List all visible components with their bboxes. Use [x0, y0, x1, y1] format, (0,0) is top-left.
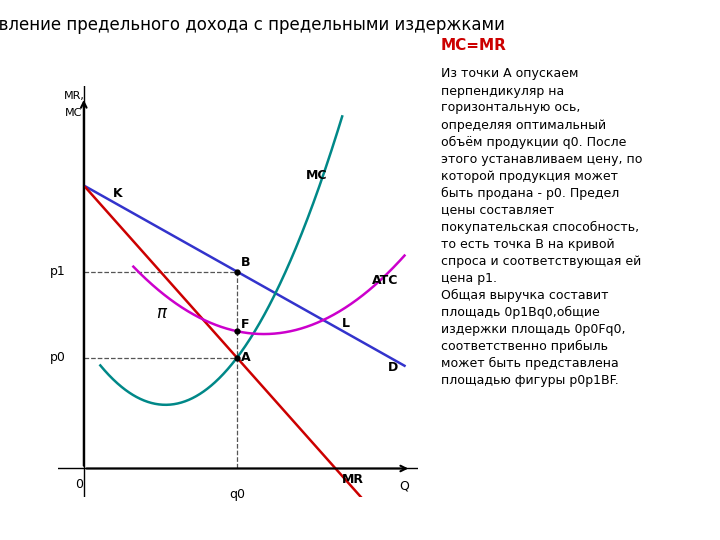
Text: π: π [156, 304, 166, 322]
Text: р1: р1 [50, 265, 66, 278]
Text: MR,: MR, [63, 91, 84, 100]
Text: L: L [342, 317, 351, 330]
Text: 0: 0 [75, 478, 83, 491]
Text: MC: MC [306, 169, 328, 182]
Text: Сопоставление предельного дохода с предельными издержками: Сопоставление предельного дохода с преде… [0, 16, 505, 34]
Text: F: F [241, 318, 249, 330]
Text: MR: MR [342, 473, 364, 486]
Text: Q: Q [400, 480, 410, 492]
Text: K: K [113, 187, 123, 200]
Text: D: D [388, 361, 398, 374]
Text: MC=MR: MC=MR [441, 38, 506, 53]
Text: ATC: ATC [372, 274, 398, 287]
Text: q0: q0 [229, 488, 245, 501]
Text: A: A [241, 351, 251, 364]
Text: р0: р0 [50, 351, 66, 364]
Text: B: B [241, 256, 251, 269]
Text: Из точки А опускаем
перпендикуляр на
горизонтальную ось,
определяя оптимальный
о: Из точки А опускаем перпендикуляр на гор… [441, 68, 642, 387]
Text: МС: МС [66, 108, 83, 118]
